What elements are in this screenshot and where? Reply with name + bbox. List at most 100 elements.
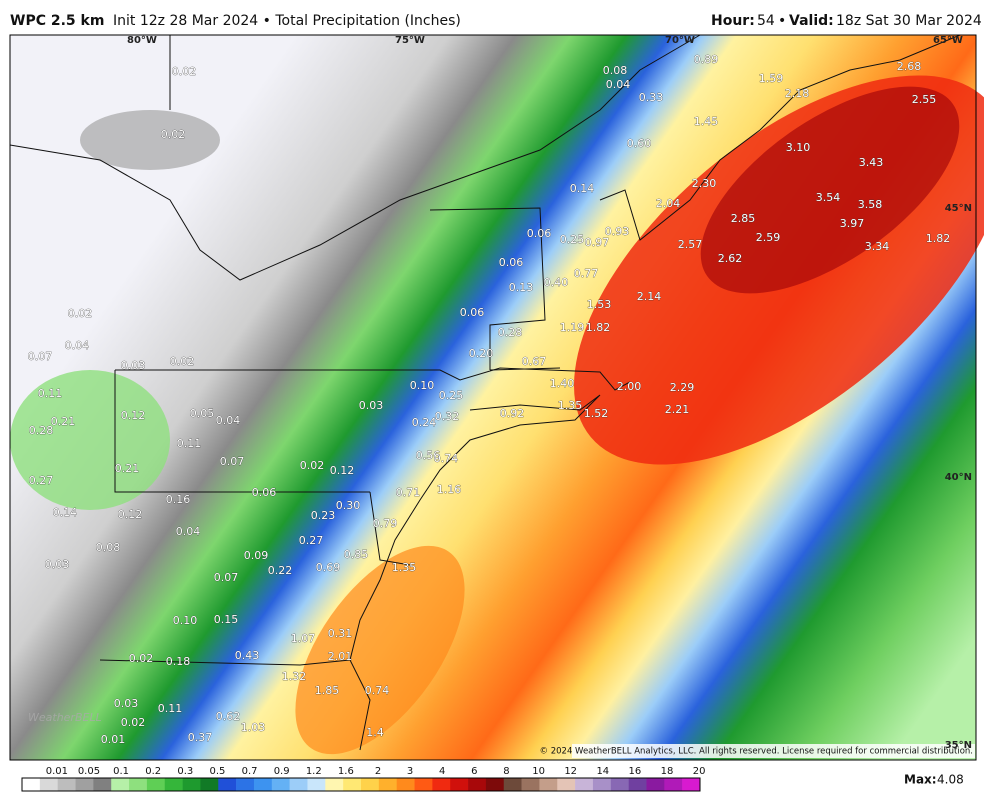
- precip-label: 0.02: [170, 355, 195, 368]
- precip-label: 0.18: [166, 655, 191, 668]
- precip-label: 0.08: [603, 64, 628, 77]
- legend-tick: 12: [564, 766, 577, 777]
- model-name: WPC 2.5 km: [10, 13, 104, 29]
- trace-precip: [80, 110, 220, 170]
- precip-label: 0.08: [96, 541, 121, 554]
- precip-label: 1.59: [759, 72, 784, 85]
- legend-swatch: [610, 778, 629, 791]
- legend-tick: 0.5: [209, 766, 225, 777]
- precip-label: 0.23: [311, 509, 336, 522]
- precip-label: 0.02: [300, 459, 325, 472]
- legend-tick: 16: [629, 766, 642, 777]
- legend-tick: 0.05: [78, 766, 100, 777]
- legend-swatch: [218, 778, 237, 791]
- precip-label: 0.62: [216, 710, 241, 723]
- legend-tick: 0.1: [113, 766, 129, 777]
- legend-swatch: [307, 778, 326, 791]
- precip-label: 0.12: [118, 508, 143, 521]
- precip-label: 0.03: [121, 359, 146, 372]
- precip-label: 0.20: [469, 347, 494, 360]
- precip-label: 0.12: [330, 464, 355, 477]
- precip-label: 0.25: [560, 233, 585, 246]
- precip-label: 2.62: [718, 252, 743, 265]
- legend-swatch: [468, 778, 487, 791]
- legend-swatch: [75, 778, 94, 791]
- legend-swatch: [39, 778, 58, 791]
- precip-label: 0.09: [244, 549, 269, 562]
- precip-label: 2.01: [328, 650, 353, 663]
- precip-label: 2.00: [617, 380, 642, 393]
- precip-label: 0.27: [299, 534, 324, 547]
- coastline: [9, 34, 701, 281]
- precip-label: 0.10: [173, 614, 198, 627]
- graticule-label: 45°N: [945, 203, 972, 214]
- legend-swatch: [539, 778, 558, 791]
- precip-label: 0.28: [29, 424, 54, 437]
- precip-label: 1.35: [392, 561, 417, 574]
- legend-tick: 14: [596, 766, 609, 777]
- precip-label: 0.10: [410, 379, 435, 392]
- precip-label: 0.37: [188, 731, 213, 744]
- precip-label: 0.56: [416, 449, 441, 462]
- precip-label: 0.07: [28, 350, 53, 363]
- coastline: [599, 34, 961, 241]
- legend-swatch: [682, 778, 701, 791]
- graticule-label: 35°N: [945, 740, 972, 751]
- precip-label: 0.60: [627, 137, 652, 150]
- precip-label: 0.02: [121, 716, 146, 729]
- precip-label: 0.16: [166, 493, 191, 506]
- precip-label: 2.57: [678, 238, 703, 251]
- precip-label: 0.02: [161, 128, 186, 141]
- precip-label: 3.43: [859, 156, 884, 169]
- legend-frame: [21, 777, 701, 792]
- map-frame: [9, 34, 977, 761]
- precip-label: 1.40: [550, 377, 575, 390]
- precip-label: 3.58: [858, 198, 883, 211]
- precip-label: 2.68: [897, 60, 922, 73]
- precip-label: 3.54: [816, 191, 841, 204]
- precip-label: 0.32: [435, 410, 460, 423]
- precip-label: 2.04: [656, 197, 681, 210]
- precip-label: 0.04: [65, 339, 90, 352]
- precip-label: 0.21: [51, 415, 76, 428]
- graticule-label: 40°N: [945, 472, 972, 483]
- legend-swatch: [575, 778, 594, 791]
- precip-label: 1.82: [586, 321, 611, 334]
- coastline: [349, 394, 601, 751]
- precip-label: 0.28: [498, 326, 523, 339]
- precip-label: 2.59: [756, 231, 781, 244]
- precip-label: 3.10: [786, 141, 811, 154]
- legend-swatch: [253, 778, 273, 791]
- legend-tick: 10: [532, 766, 545, 777]
- legend-swatch: [93, 778, 112, 791]
- precip-label: 0.11: [158, 702, 183, 715]
- precip-label: 0.43: [235, 649, 260, 662]
- max-label: Max:: [904, 773, 937, 787]
- precip-label: 0.04: [176, 525, 201, 538]
- separator: •: [778, 13, 786, 29]
- copyright: © 2024 WeatherBELL Analytics, LLC. All r…: [540, 747, 973, 757]
- legend-tick: 1.6: [338, 766, 354, 777]
- moderate-precip: [295, 545, 465, 755]
- legend-swatch: [289, 778, 308, 791]
- precip-label: 0.92: [500, 407, 525, 420]
- precip-label: 0.31: [328, 627, 353, 640]
- precip-label: 0.03: [359, 399, 384, 412]
- legend-swatch: [200, 778, 219, 791]
- state-line: [99, 35, 561, 666]
- precip-label: 0.89: [694, 53, 719, 66]
- graticule-label: 80°W: [127, 35, 157, 46]
- boundaries: [9, 34, 961, 751]
- legend-swatch: [271, 778, 290, 791]
- legend-tick: 6: [471, 766, 477, 777]
- legend-swatch: [664, 778, 683, 791]
- precip-label: 1.19: [560, 321, 585, 334]
- precip-label: 0.77: [574, 267, 599, 280]
- precip-label: 1.82: [926, 232, 951, 245]
- legend-tick: 18: [661, 766, 674, 777]
- precip-label: 0.27: [29, 474, 54, 487]
- precip-label: 0.69: [316, 561, 341, 574]
- legend-swatch: [628, 778, 647, 791]
- precip-label: 1.52: [584, 407, 609, 420]
- valid: 18z Sat 30 Mar 2024: [836, 13, 982, 29]
